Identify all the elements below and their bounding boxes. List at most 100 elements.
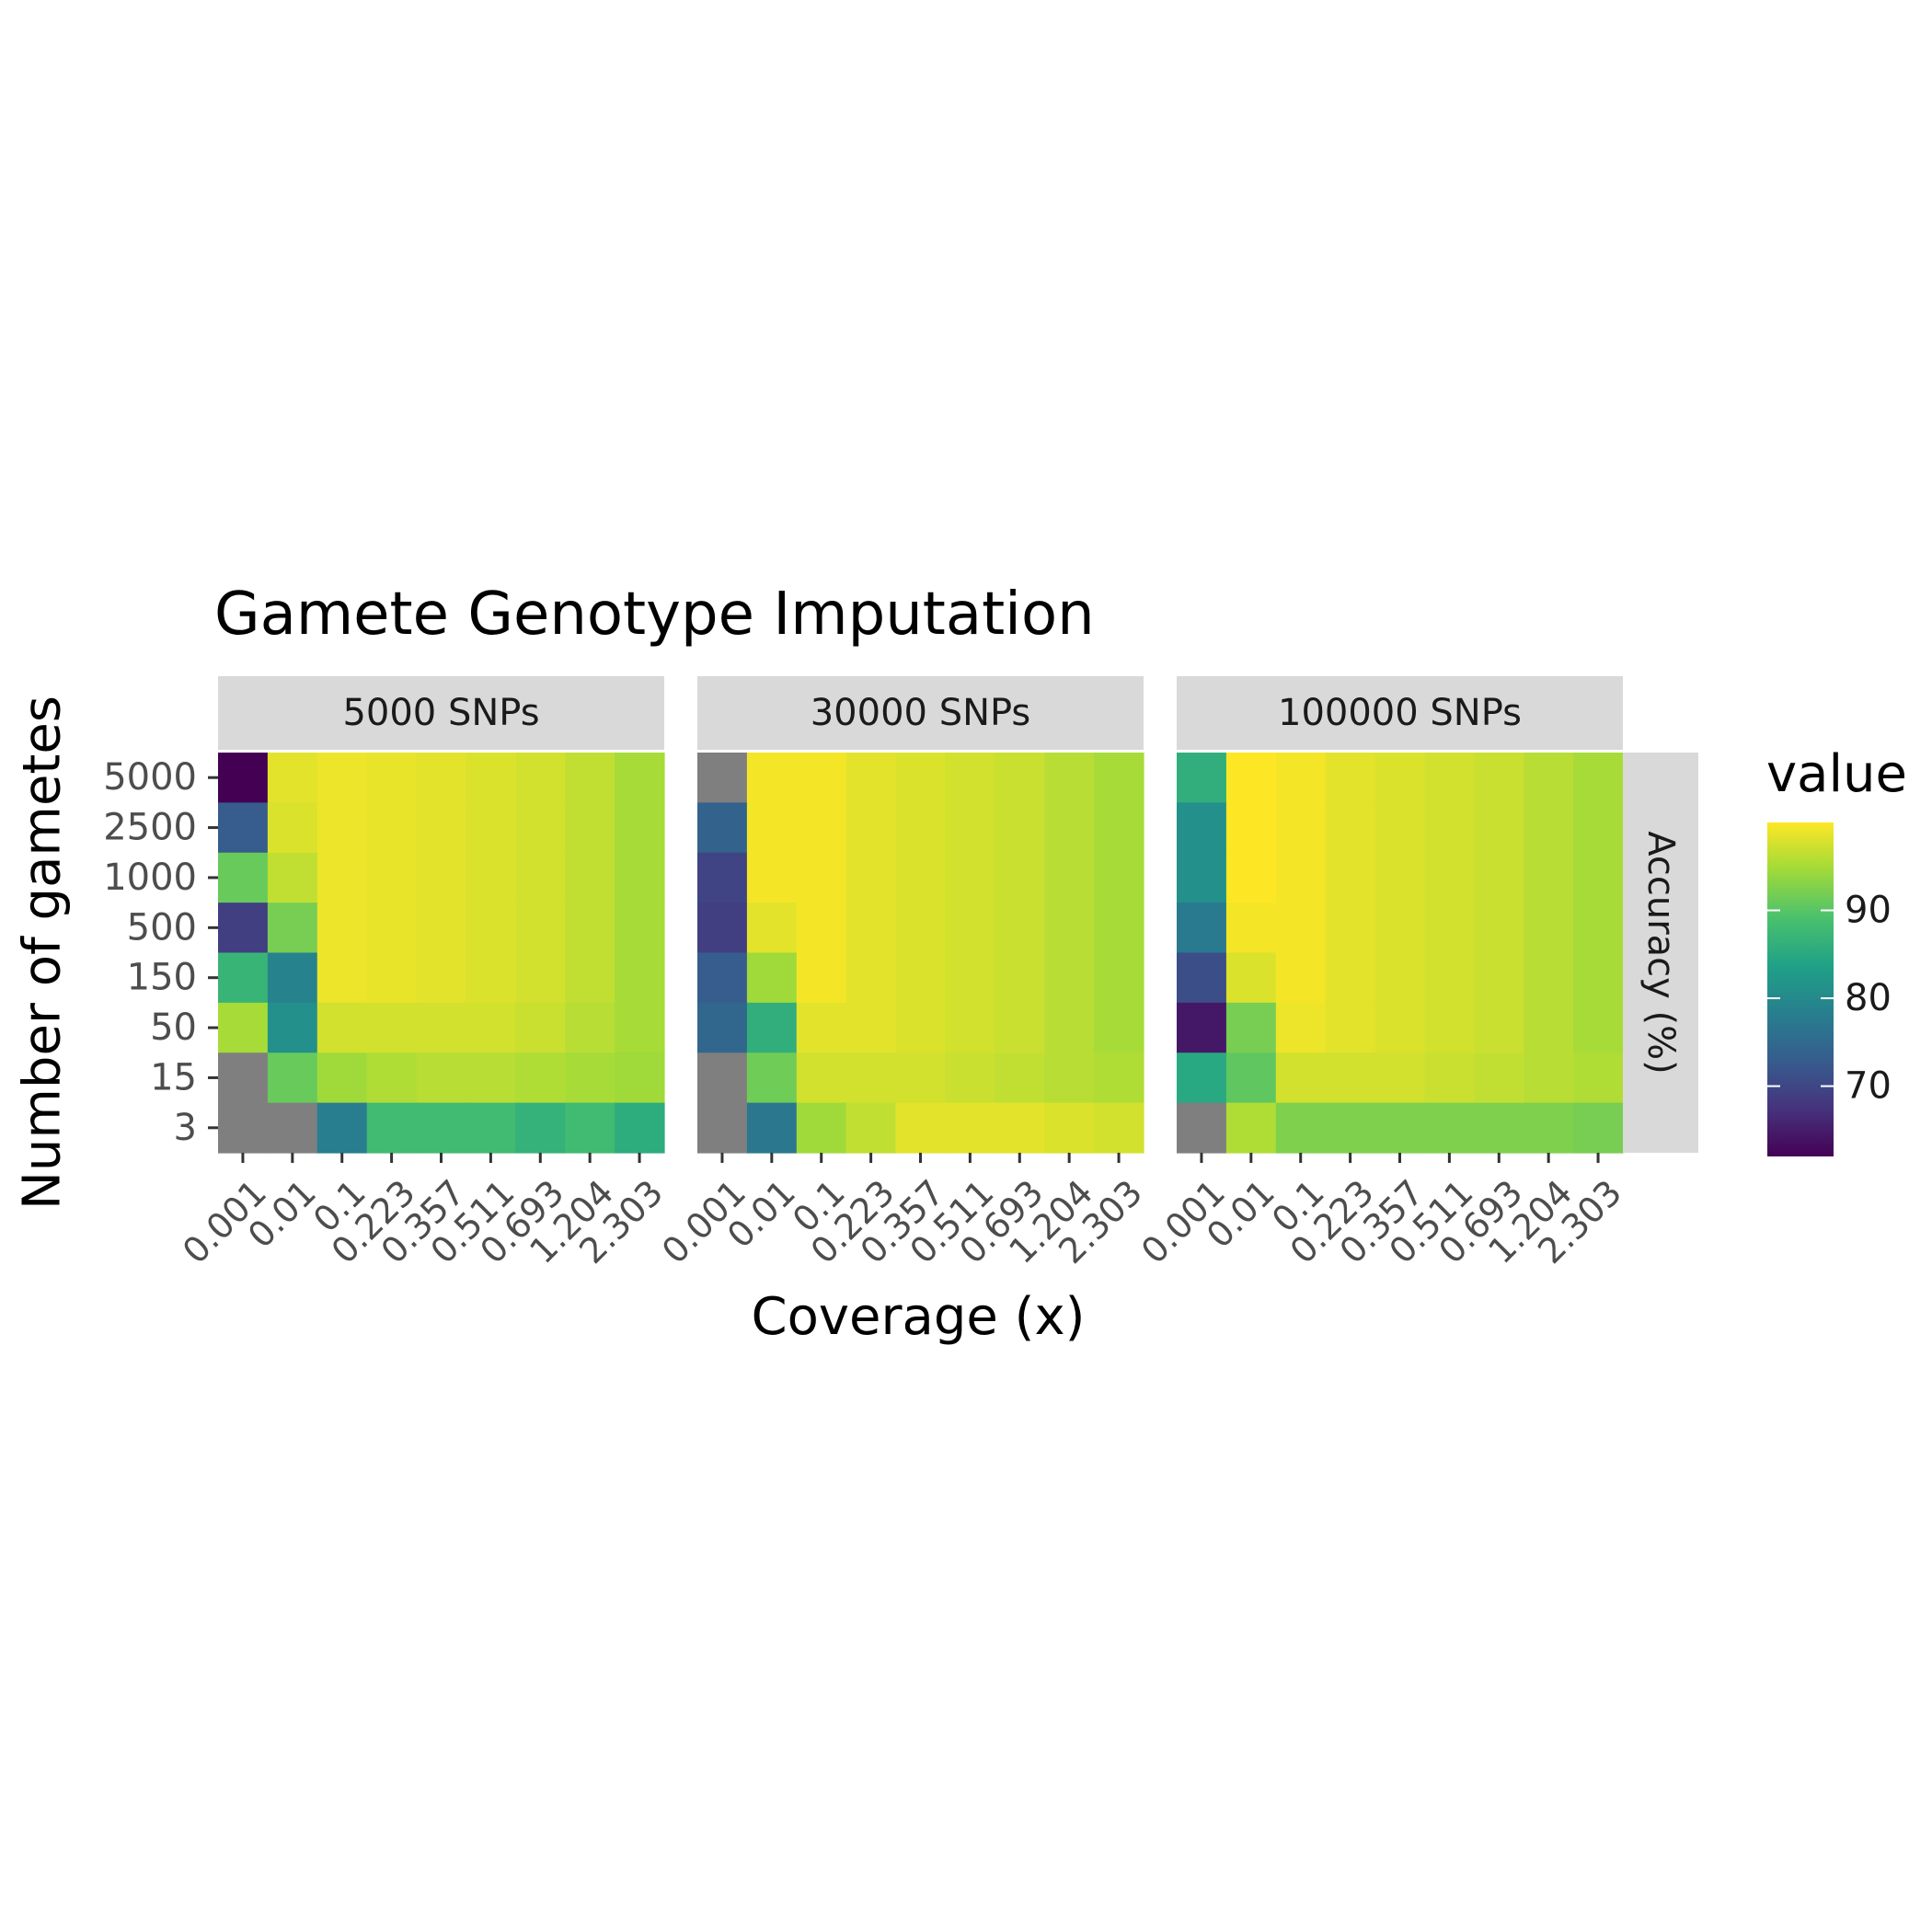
heatmap-cell [1094, 1102, 1144, 1154]
heatmap-cell [316, 802, 368, 854]
heatmap-cell [697, 1102, 748, 1154]
heatmap-cell [366, 852, 418, 903]
heatmap-cell [1374, 952, 1426, 1004]
heatmap-cell [218, 1052, 269, 1104]
legend-tick-label: 90 [1845, 890, 1892, 932]
heatmap-cell [1044, 1102, 1095, 1154]
heatmap-cell [1094, 952, 1144, 1004]
heatmap-cell [697, 802, 748, 854]
heatmap-cell [316, 903, 368, 954]
y-axis: 5000 2500 1000 500 150 50 15 3 [103, 756, 218, 1149]
heatmap-cell [1474, 802, 1524, 854]
heatmap-cell [995, 1002, 1045, 1053]
heatmap-cell [565, 802, 615, 854]
row-strip-label: Accuracy (%) [1639, 831, 1682, 1075]
heatmap-cell [515, 952, 566, 1004]
heatmap-cell [615, 1102, 665, 1154]
heatmap-cell [995, 1052, 1045, 1104]
heatmap-cell [895, 852, 947, 903]
heatmap-cell [1524, 852, 1574, 903]
facet-strip [1177, 676, 1623, 750]
heatmap-cell [1573, 1002, 1624, 1053]
heatmap-cell [1094, 852, 1144, 903]
heatmap-cell [945, 1102, 995, 1154]
heatmap-cell [746, 852, 798, 903]
heatmap-cell [316, 753, 368, 803]
heatmap-cell [697, 952, 748, 1004]
heatmap-cell [267, 802, 318, 854]
facet-panels: 5000 SNPs0.0010.010.10.2230.3570.5110.69… [175, 676, 1629, 1271]
heatmap-cell [1573, 852, 1624, 903]
heatmap-cell [1474, 1052, 1524, 1104]
heatmap-cell [218, 903, 269, 954]
heatmap-cell [1474, 753, 1524, 803]
heatmap-cell [796, 1002, 847, 1053]
heatmap-cell [515, 1002, 566, 1053]
y-tick-label: 5000 [103, 756, 197, 799]
heatmap-cell [316, 952, 368, 1004]
heatmap-cell [565, 1052, 615, 1104]
heatmap-cell [697, 1052, 748, 1104]
heatmap-cell [1225, 802, 1277, 854]
heatmap-cell [796, 753, 847, 803]
heatmap-cell [1374, 1102, 1426, 1154]
heatmap-cell [895, 802, 947, 854]
heatmap-cell [1275, 903, 1327, 954]
heatmap-cell [895, 753, 947, 803]
heatmap-cell [845, 1002, 897, 1053]
facet-panel: 30000 SNPs0.0010.010.10.2230.3570.5110.6… [654, 676, 1150, 1271]
heatmap-cell [1325, 1002, 1376, 1053]
heatmap-cell [995, 952, 1045, 1004]
heatmap-cell [1573, 802, 1624, 854]
facet-strip-label: 30000 SNPs [811, 692, 1031, 734]
heatmap-cell [1275, 753, 1327, 803]
heatmap-cell [466, 1052, 516, 1104]
heatmap-cell [697, 753, 748, 803]
heatmap-cell [1524, 1052, 1574, 1104]
heatmap-cell [615, 852, 665, 903]
heatmap-cell [1424, 952, 1475, 1004]
heatmap-cell [366, 1102, 418, 1154]
heatmap-cell [895, 1102, 947, 1154]
facet-strip [697, 676, 1144, 750]
legend-tick-label: 70 [1845, 1065, 1892, 1108]
heatmap-cell [895, 1002, 947, 1053]
heatmap-cell [796, 1052, 847, 1104]
heatmap-cell [366, 1002, 418, 1053]
heatmap-cell [1524, 753, 1574, 803]
heatmap-cell [218, 753, 269, 803]
heatmap-cell [895, 952, 947, 1004]
facet-panel: 5000 SNPs0.0010.010.10.2230.3570.5110.69… [175, 676, 671, 1271]
heatmap-cell [845, 1102, 897, 1154]
heatmap-cell [845, 852, 897, 903]
heatmap-cell [1044, 802, 1095, 854]
heatmap-cell [565, 1102, 615, 1154]
chart-title: Gamete Genotype Imputation [214, 581, 1095, 649]
heatmap-cell [1325, 753, 1376, 803]
heatmap-cell [515, 852, 566, 903]
heatmap-cell [416, 802, 467, 854]
heatmap-cell [366, 802, 418, 854]
heatmap-cell [1275, 852, 1327, 903]
legend-title: value [1766, 744, 1907, 804]
heatmap-cell [796, 802, 847, 854]
heatmap-cell [267, 903, 318, 954]
heatmap-cell [615, 952, 665, 1004]
heatmap-cell [1325, 952, 1376, 1004]
heatmap-cell [1044, 903, 1095, 954]
heatmap-cell [1374, 852, 1426, 903]
heatmap-cell [1325, 903, 1376, 954]
heatmap-cell [615, 1052, 665, 1104]
legend: value 70 80 90 [1766, 744, 1907, 1156]
heatmap-cell [746, 1052, 798, 1104]
y-tick-label: 3 [174, 1107, 197, 1149]
y-tick-label: 1000 [103, 857, 197, 899]
heatmap-cell [615, 753, 665, 803]
heatmap-cell [1044, 753, 1095, 803]
heatmap-cell [995, 852, 1045, 903]
heatmap-cell [267, 952, 318, 1004]
heatmap-cell [218, 802, 269, 854]
heatmap-cell [1177, 1052, 1227, 1104]
y-tick-label: 500 [127, 906, 197, 949]
